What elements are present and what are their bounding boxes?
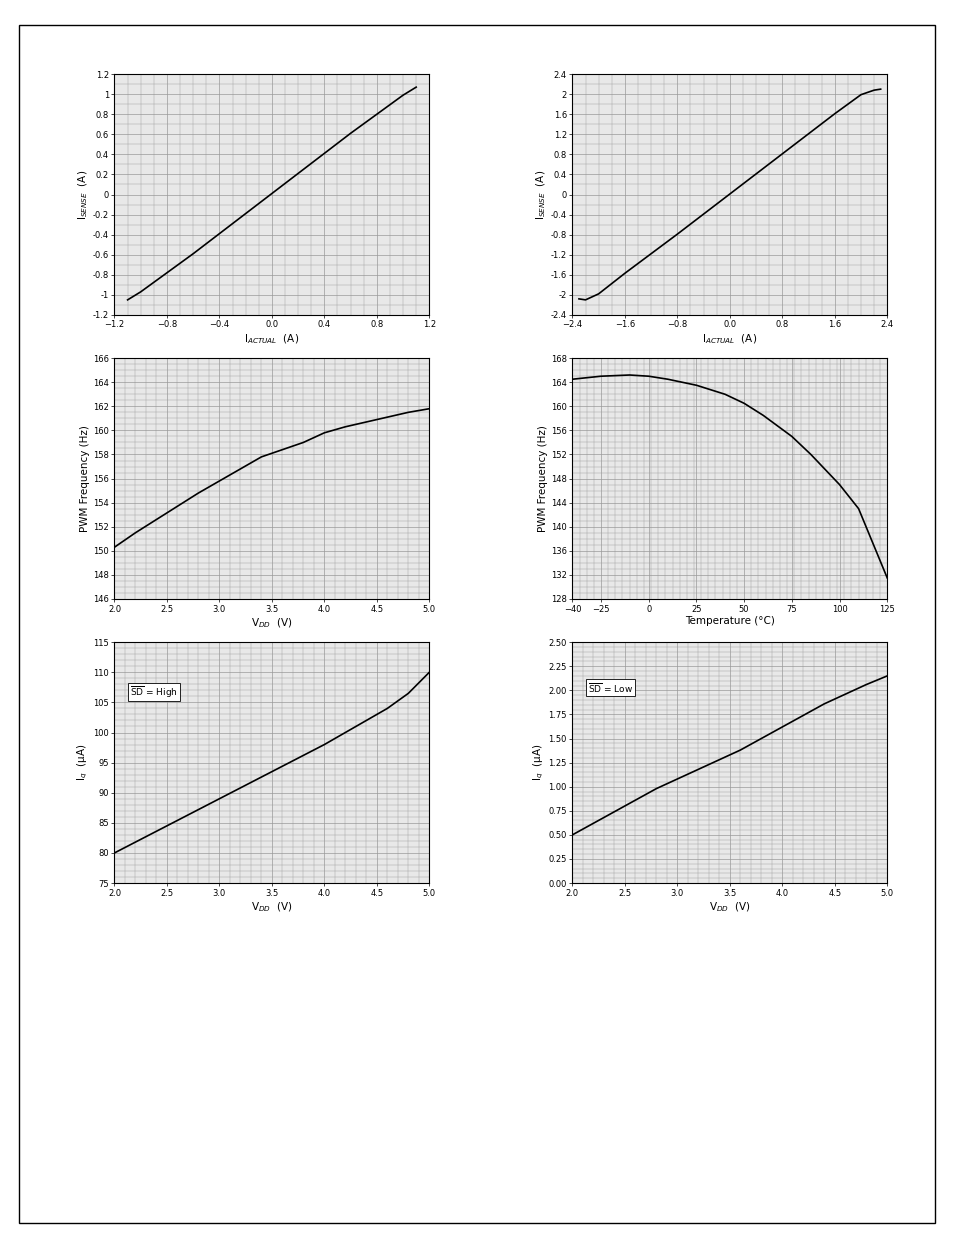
X-axis label: I$_{ACTUAL}$  (A): I$_{ACTUAL}$ (A) bbox=[701, 332, 757, 346]
Y-axis label: PWM Frequency (Hz): PWM Frequency (Hz) bbox=[537, 425, 547, 532]
Y-axis label: I$_{SENSE}$  (A): I$_{SENSE}$ (A) bbox=[76, 169, 90, 220]
X-axis label: V$_{DD}$  (V): V$_{DD}$ (V) bbox=[251, 900, 293, 914]
X-axis label: Temperature (°C): Temperature (°C) bbox=[684, 616, 774, 626]
Y-axis label: I$_{SENSE}$  (A): I$_{SENSE}$ (A) bbox=[534, 169, 547, 220]
Text: $\overline{\rm SD}$ = Low: $\overline{\rm SD}$ = Low bbox=[587, 680, 633, 694]
Y-axis label: PWM Frequency (Hz): PWM Frequency (Hz) bbox=[80, 425, 90, 532]
Text: $\overline{\rm SD}$ = High: $\overline{\rm SD}$ = High bbox=[130, 684, 178, 699]
X-axis label: I$_{ACTUAL}$  (A): I$_{ACTUAL}$ (A) bbox=[244, 332, 299, 346]
Y-axis label: I$_q$  (μA): I$_q$ (μA) bbox=[531, 743, 545, 782]
Y-axis label: I$_q$  (μA): I$_q$ (μA) bbox=[76, 743, 91, 782]
X-axis label: V$_{DD}$  (V): V$_{DD}$ (V) bbox=[708, 900, 750, 914]
X-axis label: V$_{DD}$  (V): V$_{DD}$ (V) bbox=[251, 616, 293, 630]
